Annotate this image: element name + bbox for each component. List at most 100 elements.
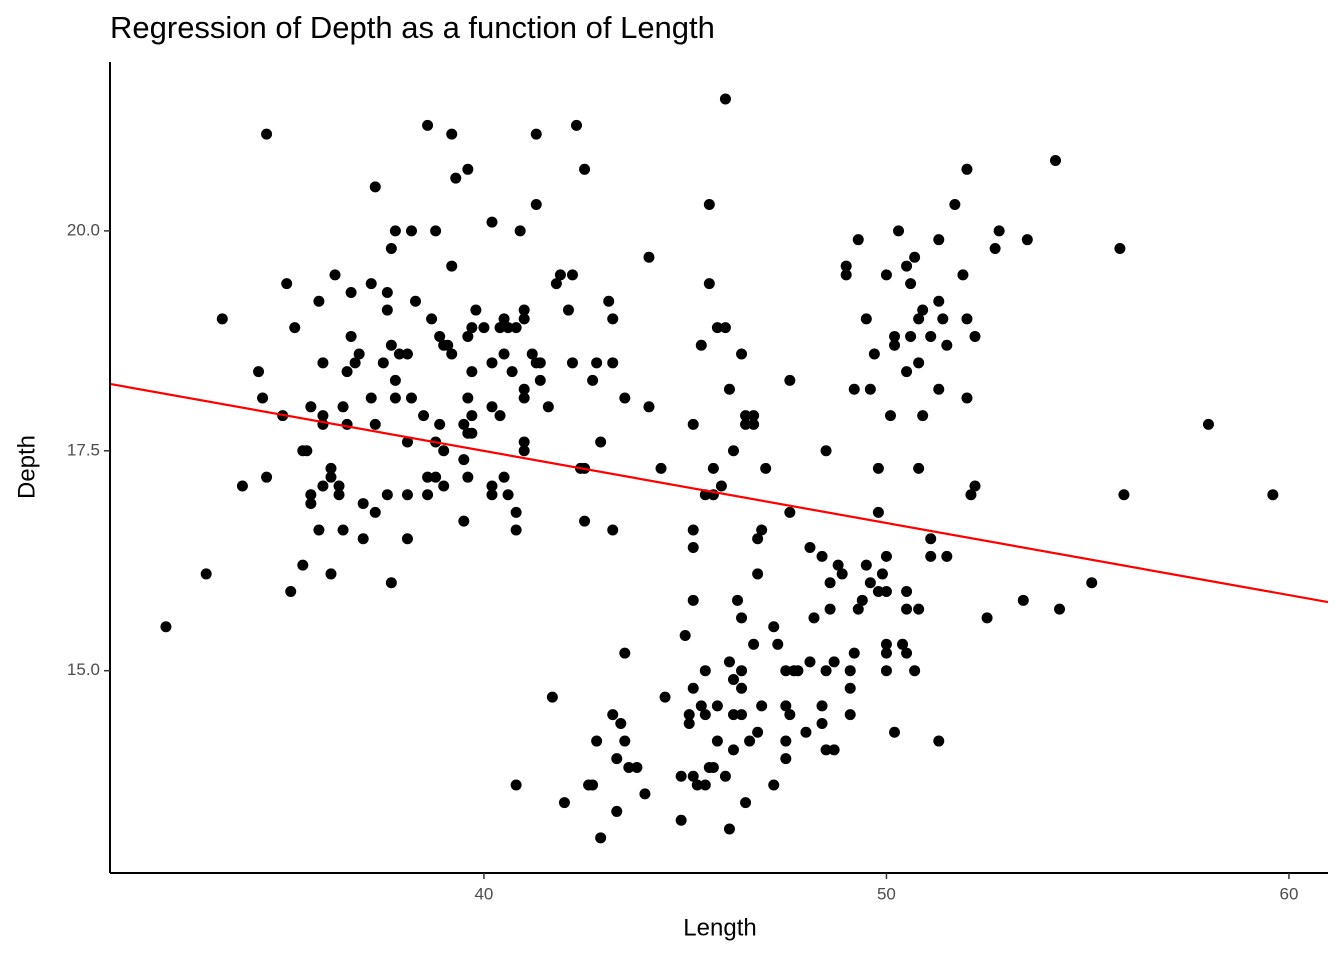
- plot-area: [109, 93, 1329, 844]
- data-point: [699, 665, 711, 677]
- data-point: [703, 278, 715, 290]
- data-point: [619, 392, 631, 404]
- data-point: [422, 119, 434, 131]
- data-point: [699, 779, 711, 791]
- data-point: [893, 225, 905, 237]
- data-point: [820, 744, 832, 756]
- data-point: [305, 401, 317, 413]
- data-point: [385, 339, 397, 351]
- data-point: [933, 295, 945, 307]
- data-point: [880, 550, 892, 562]
- data-point: [856, 594, 868, 606]
- data-point: [518, 445, 530, 457]
- data-point: [434, 418, 446, 430]
- data-point: [498, 313, 510, 325]
- data-point: [687, 594, 699, 606]
- data-point: [261, 128, 273, 140]
- data-point: [349, 357, 361, 369]
- data-point: [486, 401, 498, 413]
- data-point: [816, 550, 828, 562]
- data-point: [466, 366, 478, 378]
- data-point: [880, 665, 892, 677]
- data-point: [937, 313, 949, 325]
- data-point: [405, 392, 417, 404]
- data-point: [852, 234, 864, 246]
- data-point: [385, 242, 397, 254]
- data-point: [486, 357, 498, 369]
- data-point: [498, 348, 510, 360]
- data-point: [905, 278, 917, 290]
- data-point: [784, 506, 796, 518]
- data-point: [687, 418, 699, 430]
- data-point: [470, 304, 482, 316]
- data-point: [458, 418, 470, 430]
- data-point: [430, 225, 442, 237]
- data-point: [840, 269, 852, 281]
- data-point: [381, 489, 393, 501]
- data-point: [695, 339, 707, 351]
- data-point: [933, 735, 945, 747]
- data-point: [913, 357, 925, 369]
- x-tick-label: 60: [1279, 884, 1298, 903]
- data-point: [836, 568, 848, 580]
- data-point: [611, 805, 623, 817]
- data-point: [816, 700, 828, 712]
- data-point: [687, 770, 699, 782]
- data-point: [486, 216, 498, 228]
- data-point: [917, 410, 929, 422]
- data-point: [462, 163, 474, 175]
- data-point: [462, 392, 474, 404]
- data-point: [993, 225, 1005, 237]
- data-point: [905, 330, 917, 342]
- x-axis-title: Length: [683, 914, 756, 941]
- data-point: [876, 568, 888, 580]
- data-point: [981, 612, 993, 624]
- data-point: [965, 489, 977, 501]
- data-point: [727, 744, 739, 756]
- data-point: [494, 322, 506, 334]
- data-point: [864, 383, 876, 395]
- data-point: [494, 410, 506, 422]
- data-point: [925, 550, 937, 562]
- data-point: [909, 665, 921, 677]
- data-point: [389, 392, 401, 404]
- data-point: [442, 339, 454, 351]
- data-point: [736, 682, 748, 694]
- data-point: [446, 128, 458, 140]
- data-point: [824, 577, 836, 589]
- data-point: [756, 524, 768, 536]
- data-point: [711, 735, 723, 747]
- data-point: [591, 735, 603, 747]
- data-point: [401, 533, 413, 545]
- data-point: [961, 163, 973, 175]
- data-point: [1021, 234, 1033, 246]
- data-point: [466, 322, 478, 334]
- data-point: [486, 480, 498, 492]
- data-point: [687, 524, 699, 536]
- data-point: [872, 462, 884, 474]
- data-point: [530, 198, 542, 210]
- data-point: [768, 621, 780, 633]
- data-point: [418, 410, 430, 422]
- data-point: [804, 542, 816, 554]
- data-point: [595, 832, 607, 844]
- data-point: [518, 392, 530, 404]
- data-point: [707, 462, 719, 474]
- data-point: [675, 770, 687, 782]
- data-point: [341, 418, 353, 430]
- data-point: [389, 225, 401, 237]
- data-point: [655, 462, 667, 474]
- data-point: [969, 330, 981, 342]
- data-point: [611, 753, 623, 765]
- data-point: [643, 251, 655, 263]
- data-point: [341, 366, 353, 378]
- data-point: [510, 322, 522, 334]
- data-point: [888, 726, 900, 738]
- data-point: [405, 225, 417, 237]
- data-point: [736, 665, 748, 677]
- data-point: [301, 445, 313, 457]
- data-point: [619, 735, 631, 747]
- data-point: [1114, 242, 1126, 254]
